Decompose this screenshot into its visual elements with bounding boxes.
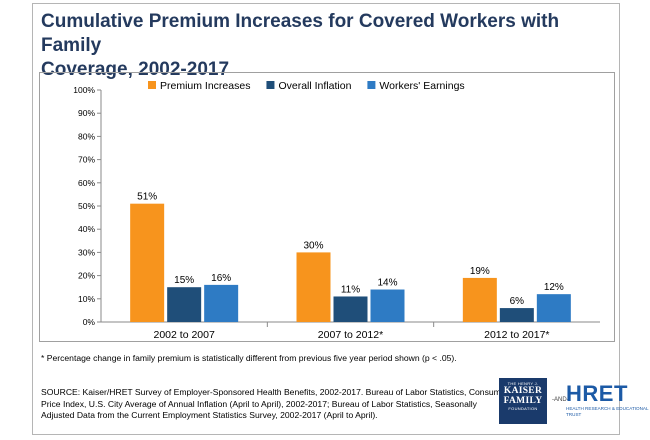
kff-logo-kaiser: KAISER xyxy=(503,386,543,396)
y-tick-label: 40% xyxy=(78,224,95,234)
x-tick-label: 2002 to 2007 xyxy=(154,329,215,341)
kff-logo-foundation: FOUNDATION xyxy=(508,406,538,411)
bar xyxy=(370,289,405,322)
data-label: 16% xyxy=(211,273,231,284)
y-tick-label: 100% xyxy=(73,85,95,95)
hret-logo-word: HRET xyxy=(566,381,628,406)
hret-logo-subtitle: HEALTH RESEARCH & EDUCATIONAL TRUST xyxy=(566,406,649,417)
bar xyxy=(536,294,571,322)
data-label: 11% xyxy=(341,284,360,295)
y-tick-label: 90% xyxy=(78,108,95,118)
source-note: SOURCE: Kaiser/HRET Survey of Employer-S… xyxy=(41,387,509,420)
bar xyxy=(296,252,331,322)
legend-label: Premium Increases xyxy=(160,80,250,92)
data-label: 15% xyxy=(174,275,194,286)
hret-logo: HRET HEALTH RESEARCH & EDUCATIONAL TRUST xyxy=(566,382,650,426)
y-tick-label: 50% xyxy=(78,201,95,211)
kff-logo-top: THE HENRY J. xyxy=(507,381,539,386)
data-label: 6% xyxy=(510,296,525,307)
y-tick-label: 0% xyxy=(83,317,96,327)
bar xyxy=(167,287,202,322)
legend-label: Overall Inflation xyxy=(278,80,351,92)
x-tick-label: 2012 to 2017* xyxy=(484,329,549,341)
y-tick-label: 70% xyxy=(78,155,95,165)
chart-title: Cumulative Premium Increases for Covered… xyxy=(41,10,601,82)
x-tick-label: 2007 to 2012* xyxy=(318,329,383,341)
data-label: 12% xyxy=(544,282,564,293)
chart-title-line-2: Coverage, 2002-2017 xyxy=(41,59,230,80)
y-tick-label: 80% xyxy=(78,131,95,141)
legend-swatch xyxy=(148,81,156,89)
y-tick-label: 60% xyxy=(78,178,95,188)
bar xyxy=(499,308,534,322)
chart-title-line-1: Cumulative Premium Increases for Covered… xyxy=(41,11,560,56)
data-label: 51% xyxy=(137,192,157,203)
bar xyxy=(204,284,239,322)
y-tick-label: 20% xyxy=(78,271,95,281)
slide-frame: Cumulative Premium Increases for Covered… xyxy=(32,3,648,435)
legend-label: Workers' Earnings xyxy=(379,80,464,92)
bar xyxy=(130,203,165,322)
y-tick-label: 10% xyxy=(78,294,95,304)
kff-logo: THE HENRY J. KAISER FAMILY FOUNDATION xyxy=(499,378,547,424)
legend-swatch xyxy=(367,81,376,89)
y-tick-label: 30% xyxy=(78,247,95,257)
and-separator: -AND- xyxy=(552,397,569,403)
bar-chart: 0% 10% 20% 30% 40% 50% 60% 70% 80% 90% 100% 51% 15% 1… xyxy=(73,80,600,341)
chart-area: 0% 10% 20% 30% 40% 50% 60% 70% 80% 90% 100% 51% 15% 1… xyxy=(39,72,615,342)
footnote: * Percentage change in family premium is… xyxy=(41,353,457,363)
data-label: 30% xyxy=(303,240,323,251)
legend-swatch xyxy=(266,81,275,89)
data-label: 19% xyxy=(470,266,490,277)
bar xyxy=(462,277,497,322)
bar xyxy=(333,296,368,322)
data-label: 14% xyxy=(377,278,397,289)
kff-logo-family: FAMILY xyxy=(503,396,543,406)
